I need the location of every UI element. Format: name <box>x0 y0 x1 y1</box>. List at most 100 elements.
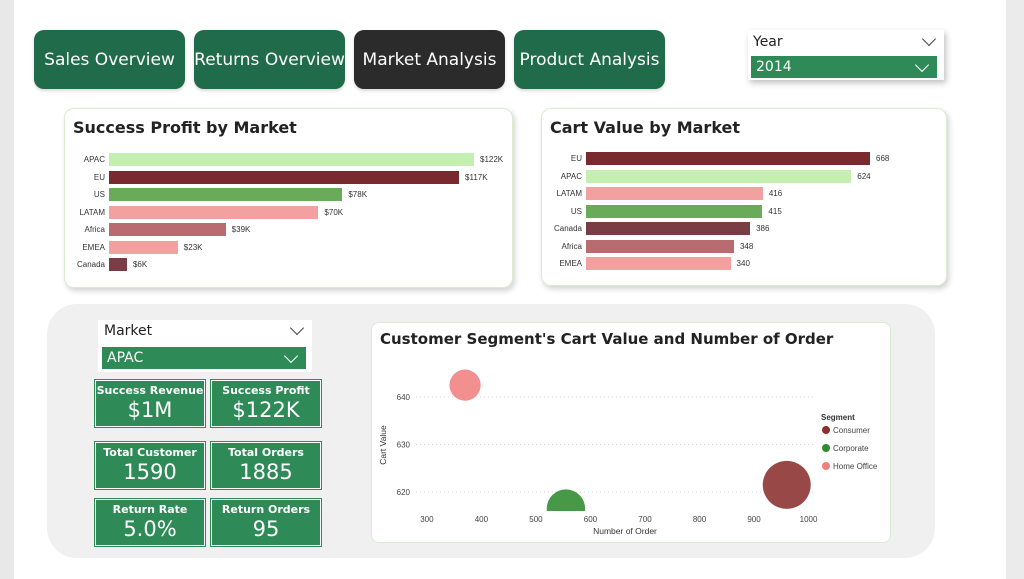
bar-emea[interactable] <box>586 257 731 270</box>
market-slicer-dropdown[interactable]: APAC <box>101 346 307 370</box>
x-tick-label: 400 <box>475 515 489 524</box>
kpi-total-customer: Total Customer 1590 <box>94 441 206 490</box>
legend-item-label[interactable]: Consumer <box>833 426 870 435</box>
y-tick-label: 620 <box>397 488 411 497</box>
bar-eu[interactable] <box>109 170 460 184</box>
bar-category-label: Africa <box>84 225 105 234</box>
market-slicer-label: Market <box>104 323 153 339</box>
year-slicer-dropdown[interactable]: 2014 <box>751 56 937 78</box>
bar-category-label: EU <box>93 172 105 182</box>
bar-data-label: 386 <box>756 224 770 233</box>
chevron-down-icon[interactable] <box>289 320 305 336</box>
kpi-value: 1590 <box>123 460 177 484</box>
bar-category-label: LATAM <box>556 189 582 198</box>
chevron-down-icon <box>283 348 299 364</box>
legend-title: Segment <box>821 413 855 422</box>
legend-item-label[interactable]: Home Office <box>833 462 878 471</box>
bar-eu[interactable] <box>586 152 870 165</box>
tab-returns-overview[interactable]: Returns Overview <box>194 30 345 89</box>
x-tick-label: 900 <box>747 515 761 524</box>
bar-data-label: 415 <box>768 206 782 216</box>
bar-data-label: $70K <box>324 207 344 217</box>
bar-data-label: $6K <box>132 260 148 269</box>
year-slicer-value: 2014 <box>756 59 792 75</box>
chevron-down-icon[interactable] <box>921 31 937 47</box>
year-slicer-header: Year <box>748 30 944 52</box>
bar-category-label: APAC <box>560 171 582 181</box>
bar-category-label: LATAM <box>79 207 105 217</box>
kpi-success-profit: Success Profit $122K <box>210 379 322 428</box>
market-slicer-value: APAC <box>107 350 144 366</box>
x-axis-title: Number of Order <box>593 526 657 536</box>
tab-sales-overview[interactable]: Sales Overview <box>34 30 185 89</box>
bar-category-label: EMEA <box>82 242 105 252</box>
kpi-label: Success Profit <box>222 384 310 397</box>
bar-apac[interactable] <box>109 153 474 166</box>
x-tick-label: 800 <box>693 515 707 524</box>
tab-market-analysis[interactable]: Market Analysis <box>354 30 505 89</box>
right-edge <box>1006 0 1024 579</box>
bar-category-label: EU <box>570 154 582 163</box>
bar-latam[interactable] <box>109 205 319 219</box>
kpi-label: Return Rate <box>112 503 188 516</box>
bar-africa[interactable] <box>109 223 226 236</box>
success-profit-card: Success Profit by Market APAC $122K EU $117… <box>64 108 513 288</box>
bubble-corporate[interactable] <box>546 489 586 527</box>
bar-africa[interactable] <box>586 239 734 253</box>
kpi-value: 1885 <box>239 460 293 484</box>
bar-category-label: APAC <box>83 155 105 164</box>
legend-marker[interactable] <box>822 462 830 470</box>
chevron-down-icon <box>914 57 930 73</box>
bar-data-label: 624 <box>857 171 871 181</box>
kpi-return-orders: Return Orders 95 <box>210 498 322 547</box>
bubble-home-office[interactable] <box>449 369 481 401</box>
legend-marker[interactable] <box>822 444 830 452</box>
y-axis-title: Cart Value <box>378 425 388 465</box>
bar-category-label: EMEA <box>559 259 582 268</box>
bubble-consumer[interactable] <box>762 460 811 509</box>
kpi-value: $1M <box>127 398 173 422</box>
tab-product-analysis[interactable]: Product Analysis <box>514 30 665 89</box>
bar-category-label: Canada <box>553 224 582 233</box>
year-slicer[interactable]: Year 2014 <box>748 30 944 80</box>
bar-data-label: $117K <box>465 172 488 182</box>
bar-data-label: $122K <box>480 155 504 164</box>
bar-canada[interactable] <box>109 258 127 271</box>
kpi-label: Return Orders <box>221 503 311 516</box>
bar-data-label: $39K <box>231 225 251 234</box>
bar-us[interactable] <box>109 188 343 201</box>
market-slicer-header: Market <box>98 320 312 342</box>
bar-data-label: 416 <box>768 189 783 198</box>
kpi-return-rate: Return Rate 5.0% <box>94 498 206 547</box>
y-tick-label: 640 <box>397 393 411 402</box>
x-tick-label: 300 <box>420 515 434 524</box>
cart-value-card: Cart Value by Market EU 668 APAC 624 LATAM 41… <box>541 108 947 286</box>
kpi-success-revenue: Success Revenue $1M <box>94 379 206 428</box>
year-slicer-label: Year <box>753 34 783 50</box>
segment-scatter-card: Customer Segment's Cart Value and Number… <box>371 322 891 543</box>
bar-canada[interactable] <box>586 222 751 235</box>
kpi-value: 5.0% <box>123 517 177 541</box>
kpi-total-orders: Total Orders 1885 <box>210 441 322 490</box>
kpi-label: Total Orders <box>228 446 304 459</box>
x-tick-label: 700 <box>638 515 652 524</box>
bar-apac[interactable] <box>586 169 852 183</box>
segment-scatter-chart: 620 630 640 300 400 500 600 700 800 900 1000 Number… <box>378 369 878 536</box>
segment-scatter-title: Customer Segment's Cart Value and Number… <box>380 330 834 348</box>
bar-us[interactable] <box>586 204 763 218</box>
bar-emea[interactable] <box>109 240 178 254</box>
kpi-value: 95 <box>252 517 280 541</box>
x-tick-label: 500 <box>529 515 543 524</box>
bar-data-label: 668 <box>876 154 890 163</box>
bar-category-label: Canada <box>76 260 105 269</box>
legend-marker[interactable] <box>822 426 830 434</box>
legend-item-label[interactable]: Corporate <box>833 444 869 453</box>
success-profit-title: Success Profit by Market <box>73 118 297 137</box>
cart-value-title: Cart Value by Market <box>550 118 741 137</box>
kpi-label: Success Revenue <box>96 384 204 397</box>
bar-category-label: Africa <box>561 241 582 251</box>
bar-latam[interactable] <box>586 187 763 200</box>
market-slicer[interactable]: Market APAC <box>98 320 312 372</box>
left-edge <box>0 0 14 579</box>
bar-category-label: US <box>93 190 105 199</box>
